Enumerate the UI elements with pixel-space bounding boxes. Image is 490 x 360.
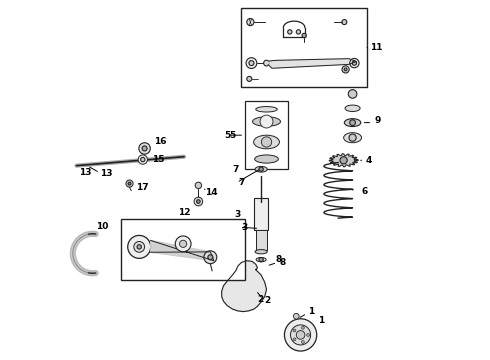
- Circle shape: [137, 245, 141, 249]
- Polygon shape: [151, 240, 214, 261]
- Circle shape: [260, 115, 273, 128]
- Circle shape: [285, 319, 317, 351]
- Ellipse shape: [255, 249, 267, 254]
- Ellipse shape: [345, 105, 360, 112]
- Text: 4: 4: [365, 156, 371, 165]
- Ellipse shape: [255, 155, 278, 163]
- Circle shape: [348, 90, 357, 98]
- Circle shape: [342, 66, 349, 73]
- Polygon shape: [329, 154, 358, 167]
- Circle shape: [204, 251, 217, 264]
- Circle shape: [247, 76, 252, 81]
- Circle shape: [301, 341, 304, 343]
- Circle shape: [196, 200, 200, 203]
- Circle shape: [246, 58, 257, 68]
- Circle shape: [138, 155, 147, 164]
- Circle shape: [307, 333, 310, 336]
- Circle shape: [352, 61, 357, 65]
- Bar: [242, 8, 367, 87]
- Bar: [122, 220, 245, 280]
- Circle shape: [208, 255, 213, 260]
- Circle shape: [342, 19, 347, 24]
- Text: 3: 3: [242, 223, 247, 232]
- Circle shape: [291, 325, 311, 345]
- Circle shape: [139, 143, 150, 154]
- Circle shape: [142, 146, 147, 151]
- Circle shape: [301, 326, 304, 329]
- Circle shape: [350, 58, 359, 68]
- Ellipse shape: [256, 107, 277, 112]
- Ellipse shape: [252, 117, 280, 126]
- Text: 1: 1: [318, 316, 325, 325]
- Ellipse shape: [256, 257, 266, 262]
- Circle shape: [249, 60, 254, 66]
- Text: 7: 7: [232, 165, 239, 174]
- Text: 16: 16: [153, 138, 166, 147]
- Text: 14: 14: [205, 188, 218, 197]
- Circle shape: [350, 120, 355, 126]
- Text: 11: 11: [370, 43, 383, 52]
- Circle shape: [247, 18, 254, 26]
- Circle shape: [195, 182, 201, 189]
- Text: 2: 2: [264, 296, 270, 305]
- Text: 3: 3: [234, 210, 241, 219]
- Text: 13: 13: [100, 169, 113, 178]
- Polygon shape: [221, 261, 267, 312]
- Text: 15: 15: [152, 155, 164, 164]
- Circle shape: [175, 236, 191, 252]
- Circle shape: [134, 242, 145, 252]
- Bar: [256, 230, 267, 250]
- Ellipse shape: [344, 119, 361, 127]
- Circle shape: [128, 235, 151, 258]
- Text: 13: 13: [79, 168, 92, 177]
- Text: 9: 9: [374, 116, 380, 125]
- Circle shape: [296, 30, 300, 34]
- Circle shape: [294, 314, 299, 319]
- Circle shape: [302, 33, 306, 38]
- Text: 1: 1: [308, 307, 314, 316]
- Text: 2: 2: [258, 294, 264, 303]
- Circle shape: [126, 180, 133, 187]
- Text: 10: 10: [96, 222, 109, 231]
- Text: 7: 7: [239, 178, 245, 187]
- Ellipse shape: [254, 135, 279, 149]
- Circle shape: [259, 257, 263, 262]
- Bar: [245, 101, 288, 169]
- Circle shape: [293, 338, 296, 341]
- Circle shape: [261, 137, 271, 147]
- Circle shape: [128, 182, 131, 185]
- Ellipse shape: [255, 166, 267, 172]
- Text: 8: 8: [275, 255, 282, 264]
- Ellipse shape: [343, 133, 362, 143]
- Circle shape: [259, 167, 263, 171]
- Circle shape: [179, 240, 187, 247]
- Circle shape: [264, 60, 270, 66]
- Circle shape: [344, 68, 347, 71]
- Circle shape: [288, 30, 292, 34]
- Text: 12: 12: [178, 208, 190, 217]
- Circle shape: [141, 157, 145, 162]
- Circle shape: [349, 134, 356, 141]
- Polygon shape: [269, 59, 356, 68]
- Bar: [254, 198, 269, 230]
- Text: 6: 6: [362, 187, 368, 196]
- Circle shape: [194, 197, 203, 206]
- Text: 8: 8: [279, 258, 285, 267]
- Circle shape: [296, 330, 305, 339]
- Text: 5: 5: [229, 131, 235, 140]
- Text: 17: 17: [136, 183, 148, 192]
- Circle shape: [293, 329, 296, 332]
- Text: 5: 5: [224, 131, 231, 140]
- Circle shape: [340, 157, 347, 164]
